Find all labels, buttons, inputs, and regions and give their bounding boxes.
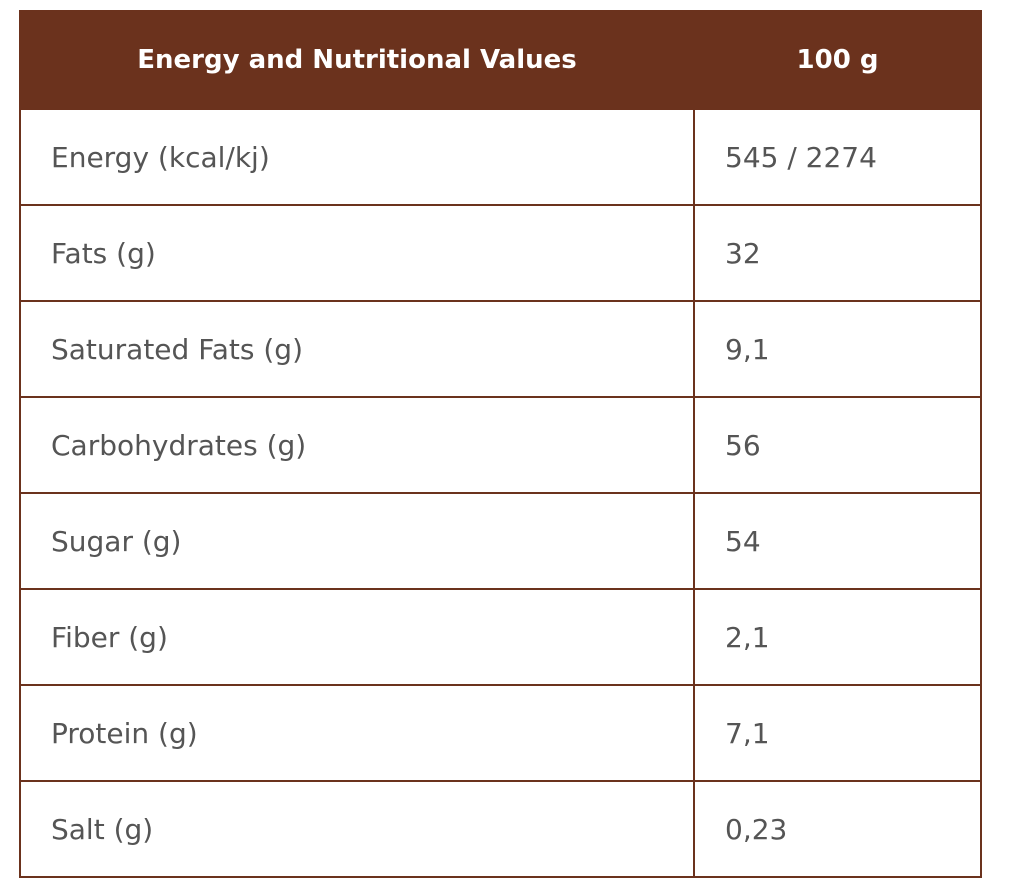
table-row: Energy (kcal/kj) 545 / 2274 bbox=[19, 108, 982, 206]
table-body: Energy (kcal/kj) 545 / 2274 Fats (g) 32 … bbox=[19, 108, 982, 878]
row-label: Energy (kcal/kj) bbox=[19, 108, 695, 206]
header-nutrient: Energy and Nutritional Values bbox=[19, 10, 695, 110]
row-value: 32 bbox=[693, 204, 982, 302]
table-row: Saturated Fats (g) 9,1 bbox=[19, 300, 982, 398]
row-label: Saturated Fats (g) bbox=[19, 300, 695, 398]
table-row: Protein (g) 7,1 bbox=[19, 684, 982, 782]
row-value: 56 bbox=[693, 396, 982, 494]
table-row: Fiber (g) 2,1 bbox=[19, 588, 982, 686]
table-header: Energy and Nutritional Values 100 g bbox=[19, 10, 982, 110]
header-row: Energy and Nutritional Values 100 g bbox=[19, 10, 982, 110]
row-label: Protein (g) bbox=[19, 684, 695, 782]
row-label: Carbohydrates (g) bbox=[19, 396, 695, 494]
table-row: Fats (g) 32 bbox=[19, 204, 982, 302]
row-value: 545 / 2274 bbox=[693, 108, 982, 206]
row-value: 7,1 bbox=[693, 684, 982, 782]
table-row: Carbohydrates (g) 56 bbox=[19, 396, 982, 494]
row-value: 9,1 bbox=[693, 300, 982, 398]
table-row: Salt (g) 0,23 bbox=[19, 780, 982, 878]
row-value: 0,23 bbox=[693, 780, 982, 878]
row-label: Salt (g) bbox=[19, 780, 695, 878]
row-value: 54 bbox=[693, 492, 982, 590]
table-row: Sugar (g) 54 bbox=[19, 492, 982, 590]
row-label: Fats (g) bbox=[19, 204, 695, 302]
header-amount: 100 g bbox=[693, 10, 982, 110]
nutrition-table: Energy and Nutritional Values 100 g Ener… bbox=[19, 10, 982, 878]
row-value: 2,1 bbox=[693, 588, 982, 686]
row-label: Fiber (g) bbox=[19, 588, 695, 686]
row-label: Sugar (g) bbox=[19, 492, 695, 590]
